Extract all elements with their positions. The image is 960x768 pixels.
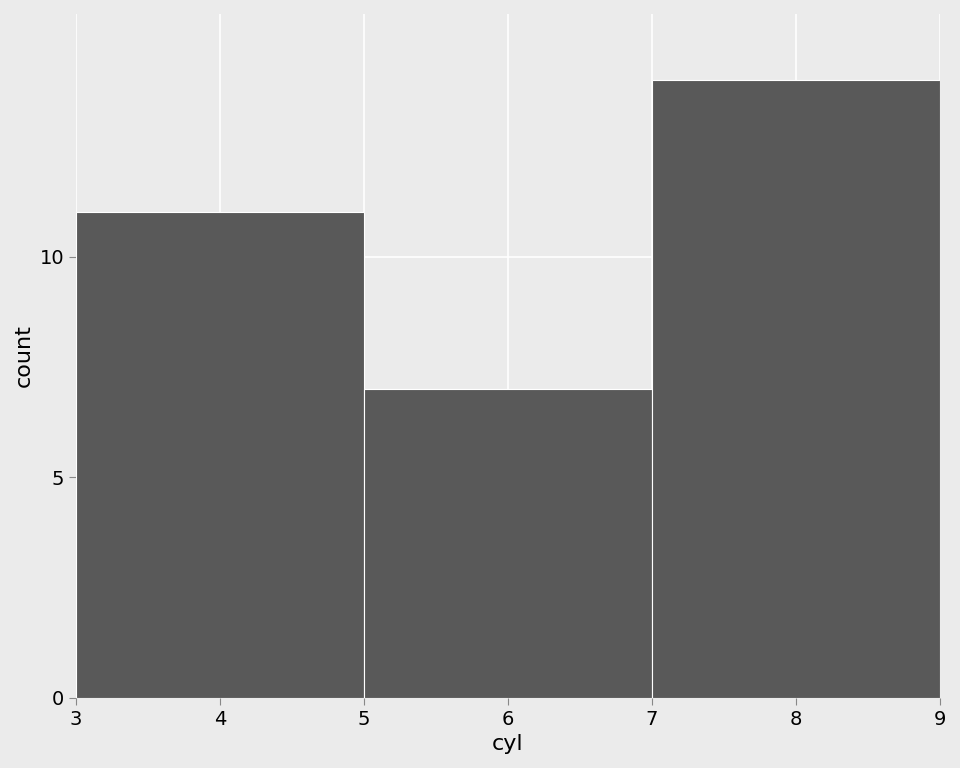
Bar <box>652 80 940 698</box>
Y-axis label: count: count <box>13 324 34 387</box>
Bar <box>76 213 364 698</box>
X-axis label: cyl: cyl <box>492 734 524 754</box>
Bar <box>364 389 652 698</box>
